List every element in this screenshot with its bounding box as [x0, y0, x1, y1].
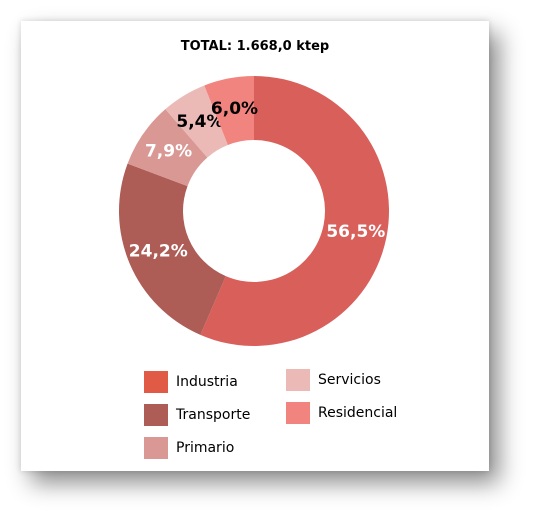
legend-label: Industria — [176, 374, 238, 390]
legend-swatch — [144, 437, 168, 459]
data-label-residencial: 6,0% — [211, 99, 258, 119]
legend-item-residencial: Residencial — [286, 402, 397, 424]
legend-item-transporte: Transporte — [144, 404, 250, 426]
legend-item-servicios: Servicios — [286, 369, 381, 391]
legend-swatch — [286, 369, 310, 391]
slice-residencial — [204, 76, 254, 145]
slice-primario — [127, 109, 208, 187]
slice-industria — [200, 76, 390, 346]
slice-transporte — [119, 163, 226, 335]
chart-title: TOTAL: 1.668,0 ktep — [180, 39, 330, 54]
legend-label: Residencial — [318, 405, 398, 421]
legend-label: Servicios — [318, 372, 381, 388]
legend-swatch — [286, 402, 310, 424]
legend-label: Primario — [176, 440, 235, 456]
donut-chart: 56,5% 24,2% 7,9% 5,4%6,0% — [119, 76, 390, 346]
data-label-servicios: 5,4% — [176, 112, 223, 132]
chart-card: TOTAL: 1.668,0 ktep 56,5% 24,2% 7,9% 5,4% 6,… — [21, 21, 489, 471]
legend-swatch — [144, 371, 168, 393]
legend-label: Transporte — [176, 407, 251, 423]
legend-swatch — [144, 404, 168, 426]
data-label-industria: 56,5% — [326, 222, 385, 242]
legend-item-primario: Primario — [144, 437, 234, 459]
legend-item-industria: Industria — [144, 371, 238, 393]
slice-servicios — [165, 85, 228, 158]
data-label-transporte: 24,2% — [129, 242, 188, 262]
data-label-primario: 7,9% — [145, 142, 192, 162]
